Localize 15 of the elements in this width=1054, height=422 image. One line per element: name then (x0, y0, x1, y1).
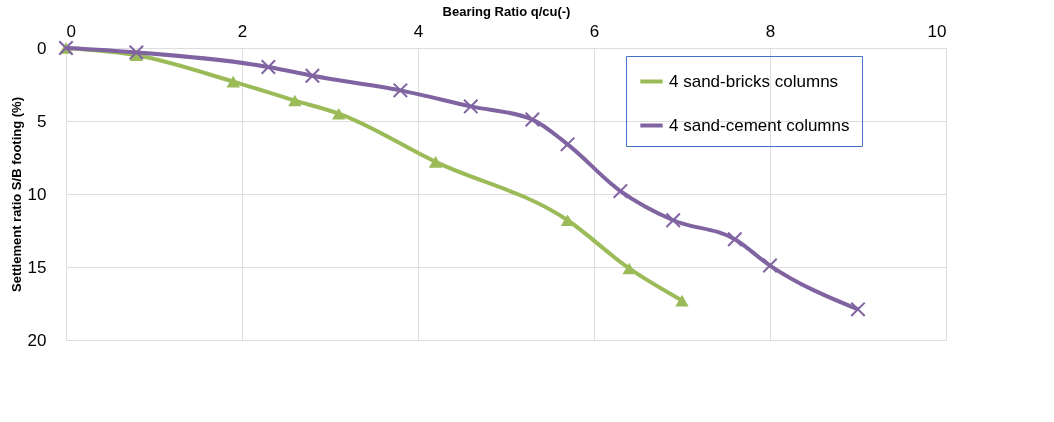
y-tick-label: 20 (27, 330, 47, 350)
x-tick-label: 2 (237, 21, 248, 41)
y-tick-label: 15 (27, 257, 47, 277)
y-tick-label: 10 (27, 184, 47, 204)
x-tick-label: 0 (66, 21, 76, 41)
x-tick-label: 8 (765, 21, 776, 41)
y-tick-label: 5 (37, 111, 47, 131)
x-tick-label: 6 (589, 21, 600, 41)
x-axis-title: Bearing Ratio q/cu(-) (442, 3, 571, 19)
legend-label: 4 sand-cement columns (669, 115, 850, 135)
y-axis-title: Settlement ratio S/B footing (%) (8, 97, 24, 292)
x-tick-label: 4 (413, 21, 424, 41)
legend-label: 4 sand-bricks columns (669, 71, 839, 91)
x-tick-label: 10 (927, 21, 947, 41)
y-tick-label: 0 (37, 38, 47, 58)
